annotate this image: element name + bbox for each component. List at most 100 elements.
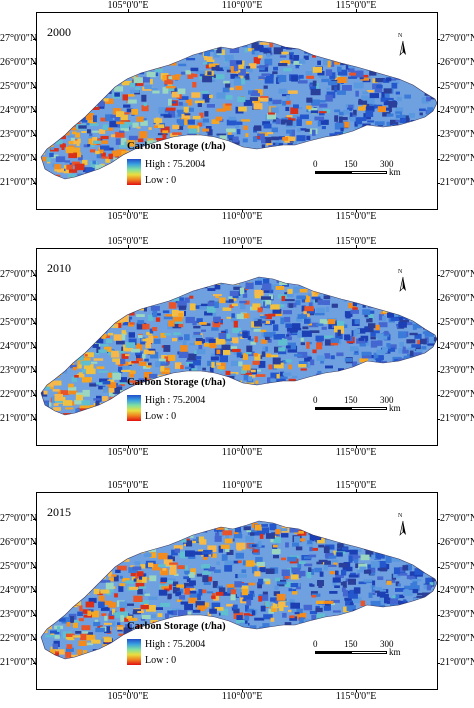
latitude-tick xyxy=(33,135,36,136)
longitude-label-top: 105°0'0"E xyxy=(107,236,149,247)
latitude-tick xyxy=(33,159,36,160)
latitude-label-right: 25°0'0"N xyxy=(440,561,474,572)
scale-bar-tick-label: 150 xyxy=(344,639,358,649)
longitude-tick xyxy=(356,9,357,12)
latitude-label-right: 21°0'0"N xyxy=(440,413,474,424)
longitude-tick xyxy=(242,489,243,492)
legend-color-ramp xyxy=(127,639,141,665)
longitude-label-top: 110°0'0"E xyxy=(221,236,263,247)
scale-bar-tick-label: 0 xyxy=(313,159,318,169)
scale-bar-white-segment xyxy=(351,171,387,174)
scale-bar: 0 150 300 km xyxy=(313,159,425,183)
latitude-tick xyxy=(437,419,440,420)
longitude-tick xyxy=(128,445,129,448)
longitude-tick xyxy=(242,689,243,692)
latitude-label-right: 21°0'0"N xyxy=(440,657,474,668)
latitude-tick xyxy=(437,111,440,112)
latitude-tick xyxy=(33,543,36,544)
latitude-tick xyxy=(437,519,440,520)
map-panel-2010: 2010 N Carbon Storage (t/ha) High : 75.2004… xyxy=(0,236,474,458)
longitude-label-top: 110°0'0"E xyxy=(221,0,263,11)
longitude-label-bottom: 110°0'0"E xyxy=(221,447,263,458)
longitude-tick xyxy=(356,245,357,248)
scale-bar: 0 150 300 km xyxy=(313,395,425,419)
latitude-tick xyxy=(33,371,36,372)
longitude-label-bottom: 115°0'0"E xyxy=(335,211,377,222)
map-frame: 2010 N Carbon Storage (t/ha) High : 75.2004… xyxy=(36,248,438,446)
longitude-tick xyxy=(128,209,129,212)
longitude-tick xyxy=(356,445,357,448)
latitude-label-left: 23°0'0"N xyxy=(0,129,38,140)
scale-bar: 0 150 300 km xyxy=(313,639,425,663)
longitude-label-bottom: 115°0'0"E xyxy=(335,447,377,458)
latitude-label-right: 22°0'0"N xyxy=(440,153,474,164)
legend-low-label: Low : 0 xyxy=(145,411,177,422)
latitude-tick xyxy=(33,615,36,616)
latitude-label-left: 25°0'0"N xyxy=(0,81,38,92)
latitude-tick xyxy=(33,591,36,592)
legend-high-label: High : 75.2004 xyxy=(145,395,206,406)
carbon-storage-raster xyxy=(40,40,437,180)
latitude-label-left: 24°0'0"N xyxy=(0,341,38,352)
latitude-label-right: 24°0'0"N xyxy=(440,105,474,116)
latitude-label-right: 24°0'0"N xyxy=(440,585,474,596)
scale-bar-tick-label: 300 xyxy=(380,639,394,649)
north-arrow-label: N xyxy=(398,513,403,519)
latitude-tick xyxy=(437,323,440,324)
longitude-label-top: 115°0'0"E xyxy=(335,236,377,247)
north-arrow-label: N xyxy=(398,269,403,275)
latitude-label-right: 23°0'0"N xyxy=(440,129,474,140)
latitude-tick xyxy=(437,299,440,300)
latitude-tick xyxy=(437,591,440,592)
latitude-tick xyxy=(33,87,36,88)
scale-bar-black-segment xyxy=(315,171,351,174)
latitude-label-right: 26°0'0"N xyxy=(440,537,474,548)
latitude-label-right: 25°0'0"N xyxy=(440,81,474,92)
legend-title: Carbon Storage (t/ha) xyxy=(127,621,226,632)
latitude-tick xyxy=(33,299,36,300)
latitude-tick xyxy=(33,663,36,664)
latitude-tick xyxy=(437,159,440,160)
map-frame: 2015 N Carbon Storage (t/ha) High : 75.2004… xyxy=(36,492,438,690)
latitude-label-left: 26°0'0"N xyxy=(0,293,38,304)
latitude-tick xyxy=(33,275,36,276)
legend-high-label: High : 75.2004 xyxy=(145,159,206,170)
latitude-label-left: 21°0'0"N xyxy=(0,413,38,424)
latitude-label-left: 22°0'0"N xyxy=(0,389,38,400)
scale-bar-white-segment xyxy=(351,407,387,410)
latitude-tick xyxy=(437,39,440,40)
latitude-tick xyxy=(33,111,36,112)
longitude-tick xyxy=(242,9,243,12)
longitude-tick xyxy=(356,489,357,492)
north-arrow-icon: N xyxy=(395,513,411,537)
latitude-tick xyxy=(437,135,440,136)
latitude-label-left: 27°0'0"N xyxy=(0,269,38,280)
panel-year-label: 2000 xyxy=(47,25,71,39)
longitude-tick xyxy=(356,209,357,212)
longitude-tick xyxy=(242,245,243,248)
legend-title: Carbon Storage (t/ha) xyxy=(127,377,226,388)
longitude-tick xyxy=(356,689,357,692)
latitude-tick xyxy=(33,183,36,184)
latitude-label-left: 25°0'0"N xyxy=(0,317,38,328)
latitude-label-right: 22°0'0"N xyxy=(440,633,474,644)
latitude-tick xyxy=(437,371,440,372)
latitude-label-right: 22°0'0"N xyxy=(440,389,474,400)
latitude-tick xyxy=(33,419,36,420)
latitude-label-left: 23°0'0"N xyxy=(0,609,38,620)
scale-bar-unit: km xyxy=(389,167,401,177)
latitude-label-left: 27°0'0"N xyxy=(0,513,38,524)
latitude-label-right: 25°0'0"N xyxy=(440,317,474,328)
latitude-tick xyxy=(437,63,440,64)
latitude-label-right: 27°0'0"N xyxy=(440,269,474,280)
scale-bar-unit: km xyxy=(389,647,401,657)
longitude-label-bottom: 105°0'0"E xyxy=(107,691,149,702)
latitude-tick xyxy=(33,567,36,568)
scale-bar-unit: km xyxy=(389,403,401,413)
legend-color-ramp xyxy=(127,159,141,185)
latitude-label-left: 24°0'0"N xyxy=(0,105,38,116)
scale-bar-tick-label: 0 xyxy=(313,639,318,649)
latitude-tick xyxy=(437,663,440,664)
latitude-tick xyxy=(33,323,36,324)
scale-bar-tick-label: 300 xyxy=(380,395,394,405)
